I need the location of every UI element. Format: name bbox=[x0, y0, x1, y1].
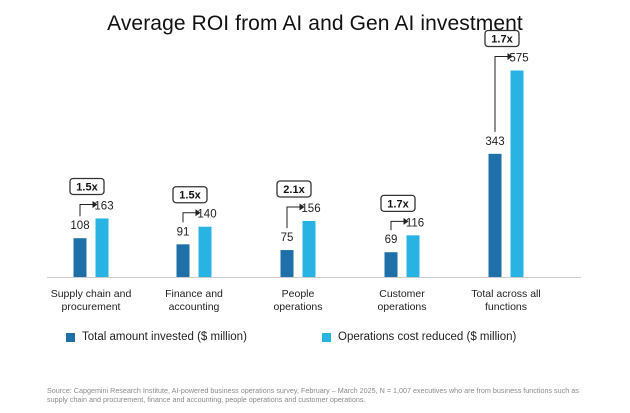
multiplier-badge bbox=[380, 194, 416, 212]
legend-label-invested: Total amount invested ($ million) bbox=[82, 331, 247, 343]
category-label: Total across all functions bbox=[471, 288, 541, 313]
legend-label-reduced: Operations cost reduced ($ million) bbox=[338, 331, 517, 343]
category-label: Finance and accounting bbox=[165, 288, 223, 313]
bar-invested bbox=[488, 153, 502, 277]
category-label: People operations bbox=[273, 288, 323, 313]
data-label-invested: 75 bbox=[281, 232, 294, 244]
growth-arrowhead bbox=[507, 53, 513, 61]
multiplier-badge bbox=[276, 180, 312, 198]
data-label-invested: 108 bbox=[70, 220, 89, 232]
multiplier-label: 1.5x bbox=[179, 190, 201, 202]
multiplier-badge bbox=[69, 177, 105, 196]
growth-arrowhead bbox=[195, 209, 201, 217]
data-label-reduced: 163 bbox=[94, 200, 113, 212]
source-note: Source: Capgemini Research Institute, AI… bbox=[47, 386, 579, 404]
multiplier-badge bbox=[172, 186, 208, 204]
data-label-invested: 343 bbox=[485, 136, 504, 148]
bar-invested bbox=[176, 244, 190, 277]
data-label-reduced: 116 bbox=[406, 217, 424, 229]
bar-invested bbox=[73, 238, 87, 277]
data-label-reduced: 140 bbox=[197, 209, 216, 221]
bar-reduced bbox=[406, 235, 420, 277]
legend-item-reduced: Operations cost reduced ($ million) bbox=[322, 331, 516, 343]
growth-arrow bbox=[182, 212, 196, 223]
data-label-invested: 69 bbox=[385, 234, 398, 246]
bar-reduced bbox=[198, 226, 212, 277]
legend-item-invested: Total amount invested ($ million) bbox=[66, 331, 247, 343]
legend-swatch-reduced bbox=[322, 332, 331, 342]
multiplier-label: 1.7x bbox=[491, 34, 513, 46]
multiplier-label: 2.1x bbox=[283, 184, 305, 196]
data-label-reduced: 575 bbox=[509, 53, 528, 65]
category-label: Supply chain and procurement bbox=[50, 288, 132, 313]
growth-arrowhead bbox=[92, 200, 98, 208]
data-label-invested: 91 bbox=[177, 226, 190, 238]
growth-arrowhead bbox=[403, 217, 409, 225]
chart-title: Average ROI from AI and Gen AI investmen… bbox=[107, 12, 523, 35]
growth-arrow bbox=[494, 56, 508, 132]
growth-arrow bbox=[79, 203, 93, 217]
growth-arrow bbox=[286, 206, 300, 229]
bar-reduced bbox=[510, 70, 524, 277]
multiplier-label: 1.7x bbox=[387, 198, 409, 210]
bar-reduced bbox=[95, 218, 109, 277]
growth-arrow bbox=[390, 220, 404, 231]
category-label: Customer operations bbox=[377, 288, 427, 313]
bar-reduced bbox=[302, 220, 316, 277]
bar-invested bbox=[280, 250, 294, 277]
bar-invested bbox=[384, 252, 398, 277]
multiplier-label: 1.5x bbox=[76, 181, 98, 193]
legend-swatch-invested bbox=[66, 332, 75, 342]
growth-arrowhead bbox=[299, 203, 305, 211]
data-label-reduced: 156 bbox=[301, 203, 320, 215]
multiplier-badge bbox=[484, 29, 520, 48]
